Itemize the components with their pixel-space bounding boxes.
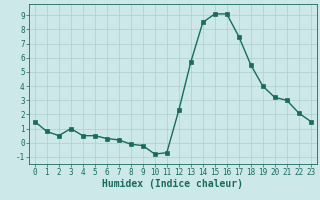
X-axis label: Humidex (Indice chaleur): Humidex (Indice chaleur) [102,179,243,189]
